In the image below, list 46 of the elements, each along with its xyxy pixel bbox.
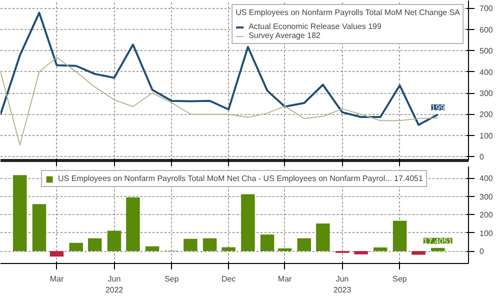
legend-title: US Employees on Nonfarm Payrolls Total MoM Net Change SA bbox=[236, 8, 460, 17]
legend-label: Actual Economic Release Values 199 bbox=[248, 22, 382, 31]
y-tick-label: 300 bbox=[480, 89, 494, 98]
x-tick-label: Mar bbox=[278, 274, 292, 284]
bar bbox=[107, 230, 122, 252]
bar bbox=[241, 194, 255, 252]
x-tick-label: Sep bbox=[164, 274, 180, 284]
bar bbox=[354, 251, 368, 254]
y-tick-label: 500 bbox=[480, 46, 494, 56]
bar bbox=[50, 251, 64, 257]
bar bbox=[184, 238, 198, 252]
data-label: 199 bbox=[431, 103, 446, 112]
y-tick-label: 200 bbox=[480, 210, 494, 220]
bar bbox=[297, 238, 312, 252]
y-tick-label: 400 bbox=[480, 68, 494, 77]
bar bbox=[69, 242, 83, 252]
legend-label: US Employees on Nonfarm Payrolls Total MoM Net Cha - US Employees on Nonfarm Payrol... 17.4051 bbox=[58, 174, 423, 183]
bar bbox=[202, 238, 217, 252]
x-tick-label: Mar bbox=[50, 274, 64, 284]
bar bbox=[145, 246, 160, 252]
x-tick-label: Jun 2022 bbox=[105, 274, 124, 294]
bar bbox=[222, 247, 236, 252]
bar bbox=[431, 248, 445, 252]
bar bbox=[126, 197, 140, 252]
data-label: 17.4051 bbox=[423, 236, 453, 246]
y-tick-label: 0 bbox=[480, 247, 484, 256]
bar bbox=[12, 175, 27, 252]
bar bbox=[392, 220, 407, 252]
y-tick-label: 300 bbox=[480, 192, 494, 202]
bar bbox=[32, 204, 46, 252]
y-tick-label: 100 bbox=[480, 228, 494, 238]
y-tick-label: 700 bbox=[480, 4, 494, 14]
y-tick-label: 600 bbox=[480, 25, 494, 34]
y-tick-label: 100 bbox=[480, 131, 494, 140]
bar bbox=[88, 238, 102, 252]
bar bbox=[412, 251, 426, 255]
x-tick-label: Sep bbox=[392, 274, 408, 284]
y-tick-label: 400 bbox=[480, 174, 494, 184]
y-tick-label: 0 bbox=[480, 152, 484, 162]
legend-label: Survey Average 182 bbox=[248, 31, 320, 40]
y-tick-label: 200 bbox=[480, 110, 494, 120]
bar bbox=[316, 223, 330, 252]
x-tick-label: Jun 2023 bbox=[333, 274, 352, 294]
bar bbox=[260, 234, 274, 252]
x-tick-label: Dec bbox=[221, 274, 236, 284]
bar bbox=[374, 247, 388, 252]
